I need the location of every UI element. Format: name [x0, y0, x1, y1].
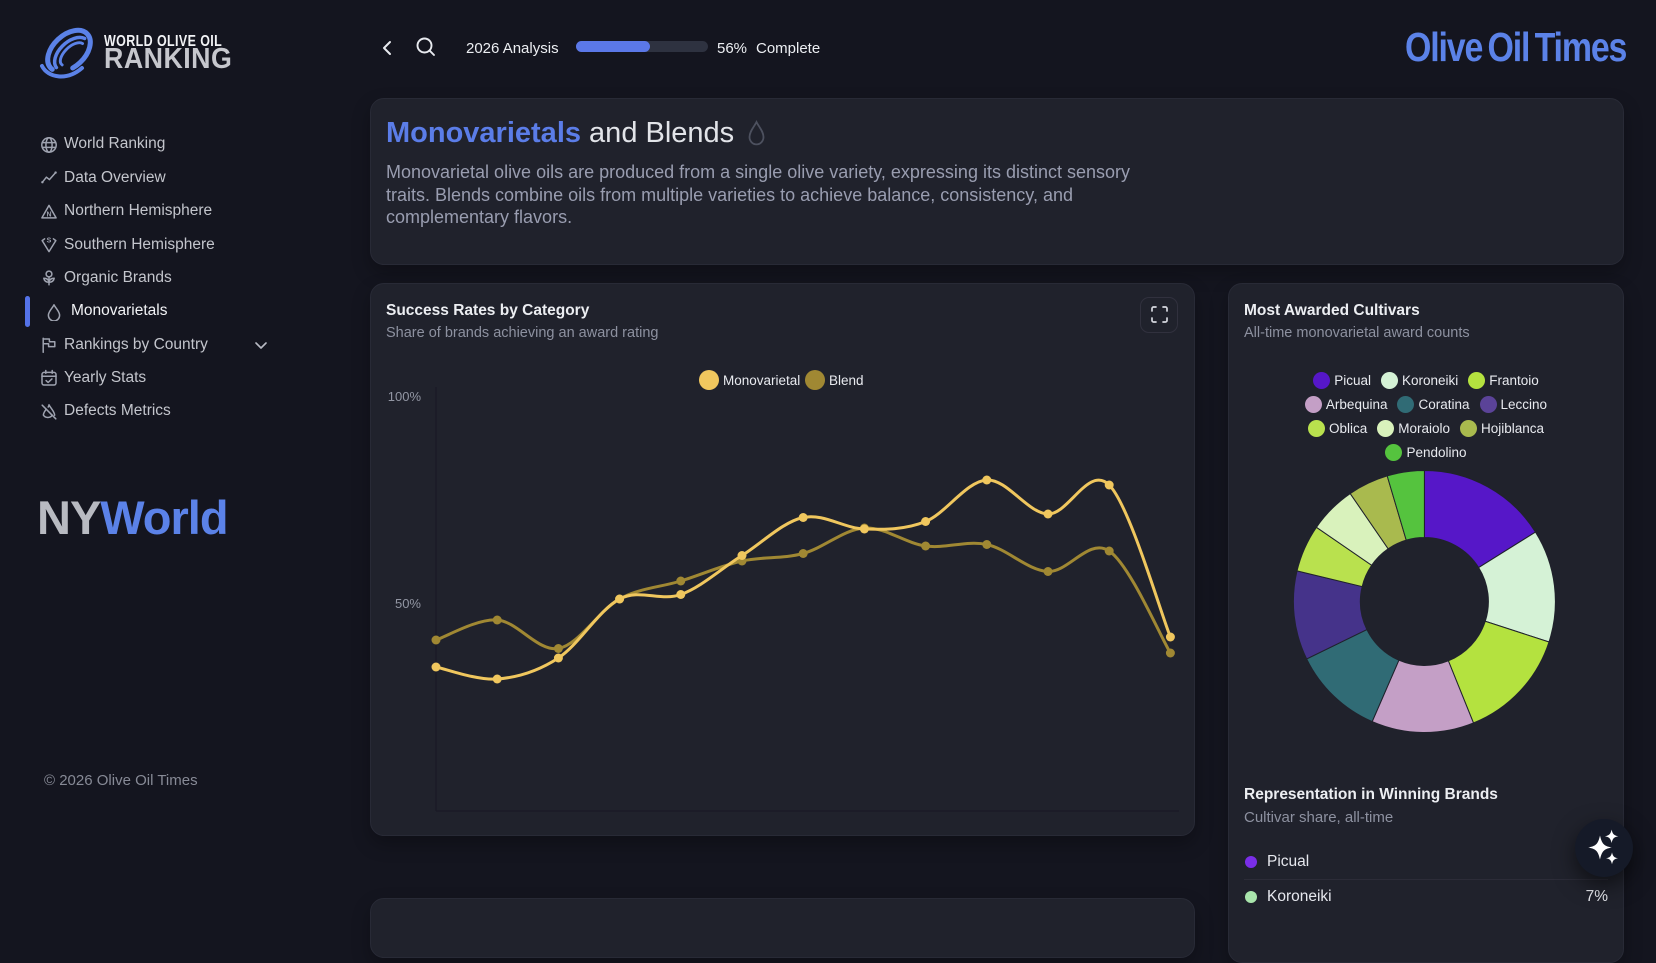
svg-text:N: N: [46, 211, 51, 218]
svg-text:S: S: [47, 238, 52, 245]
